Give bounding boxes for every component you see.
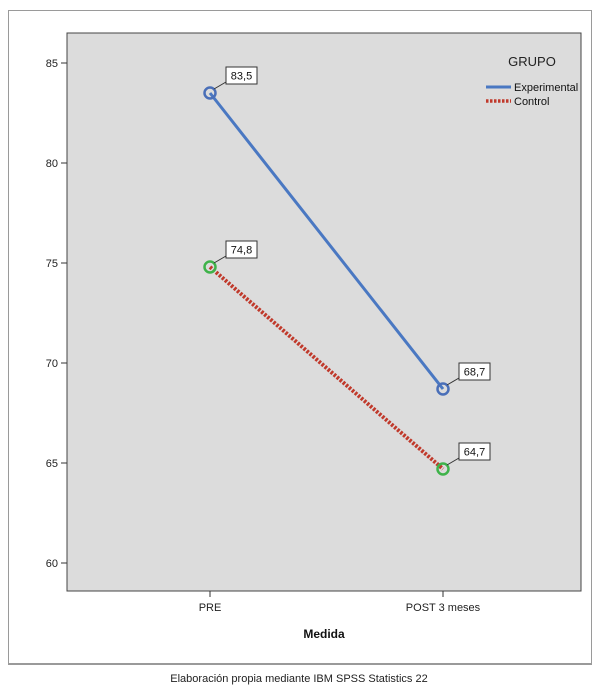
legend-title: GRUPO	[508, 54, 556, 69]
data-label-box	[458, 442, 491, 461]
y-tick-label: 70	[46, 358, 58, 370]
legend-label-experimental: Experimental	[514, 82, 578, 94]
footer-divider	[8, 664, 592, 665]
x-axis-title: Medida	[303, 627, 345, 641]
data-label: 68,7	[464, 367, 485, 379]
series-layer: 83,5 68,7 74,8 64,7	[203, 66, 491, 476]
data-label: 64,7	[464, 447, 485, 459]
y-tick-label: 65	[46, 458, 58, 470]
data-label-box	[225, 240, 258, 259]
data-point-marker	[436, 382, 450, 396]
y-tick-label: 80	[46, 158, 58, 170]
x-axis: PRE POST 3 meses	[199, 591, 481, 614]
y-tick-label: 85	[46, 58, 58, 70]
legend: GRUPO Experimental Control	[486, 54, 578, 108]
data-label: 83,5	[231, 71, 252, 83]
data-point-marker	[203, 260, 217, 274]
source-caption: Elaboración propia mediante IBM SPSS Sta…	[170, 673, 428, 685]
y-tick-label: 60	[46, 558, 58, 570]
data-point-marker	[436, 462, 450, 476]
y-tick-label: 75	[46, 258, 58, 270]
data-label-leader	[446, 377, 460, 386]
data-label-box	[458, 362, 491, 381]
data-label-box	[225, 66, 258, 85]
data-label: 74,8	[231, 245, 252, 257]
legend-label-control: Control	[514, 96, 549, 108]
data-label-leader	[446, 457, 460, 466]
series-line-control	[208, 265, 445, 471]
x-tick-label: POST 3 meses	[406, 602, 481, 614]
plot-area	[66, 32, 582, 592]
line-chart: 60 65 70 75 80 85 PRE POST 3 meses Medida 83,5…	[46, 32, 582, 641]
data-label-leader	[213, 81, 227, 90]
x-tick-label: PRE	[199, 602, 222, 614]
data-label-leader	[213, 255, 227, 264]
data-point-marker	[203, 86, 217, 100]
y-axis: 60 65 70 75 80 85	[46, 58, 67, 570]
series-line-experimental	[208, 92, 445, 390]
